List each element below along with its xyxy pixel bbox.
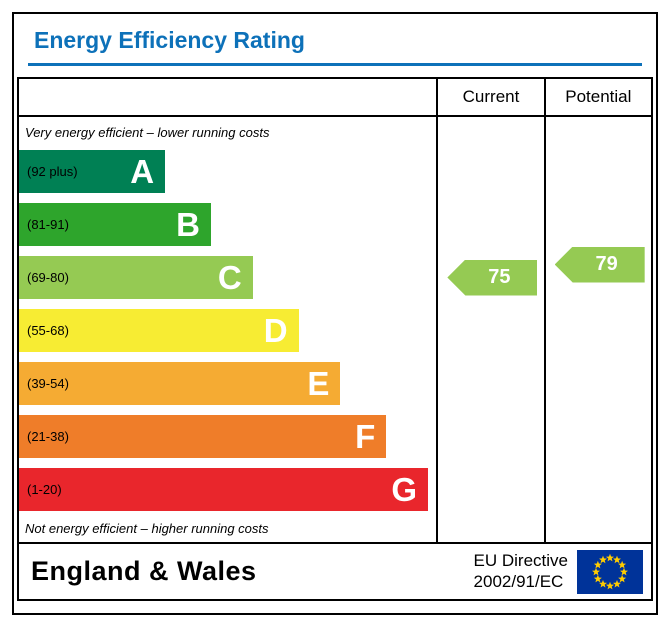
potential-rating-arrow: 79 <box>554 246 645 283</box>
band-range-label: (39-54) <box>27 376 69 391</box>
band-range-label: (1-20) <box>27 482 62 497</box>
band-letter: B <box>176 206 200 243</box>
eu-flag-icon <box>577 549 643 594</box>
table-header-row: Current Potential <box>19 79 651 117</box>
band-list: (92 plus) A (81-91) B (69-80) C (55-68) D (39-54… <box>19 145 436 516</box>
band-bar-B: (81-91) B <box>19 203 211 246</box>
band-row-C: (69-80) C <box>19 251 436 304</box>
potential-value-cell: 79 <box>543 117 651 542</box>
eu-directive-line1: EU Directive <box>473 551 568 571</box>
potential-column-header: Potential <box>543 79 651 115</box>
bands-area: Very energy efficient – lower running co… <box>19 117 436 542</box>
band-letter: F <box>355 418 376 455</box>
current-column-header: Current <box>436 79 543 115</box>
band-range-label: (69-80) <box>27 270 69 285</box>
band-bar-E: (39-54) E <box>19 362 341 405</box>
band-row-F: (21-38) F <box>19 410 436 463</box>
title-underline <box>28 63 642 66</box>
band-row-E: (39-54) E <box>19 357 436 410</box>
band-row-B: (81-91) B <box>19 198 436 251</box>
band-range-label: (55-68) <box>27 323 69 338</box>
band-letter: G <box>391 471 417 508</box>
band-bar-C: (69-80) C <box>19 256 253 299</box>
chart-header-spacer <box>19 79 436 115</box>
current-rating-arrow: 75 <box>447 259 538 296</box>
band-row-D: (55-68) D <box>19 304 436 357</box>
band-bar-A: (92 plus) A <box>19 150 166 193</box>
current-value-cell: 75 <box>436 117 543 542</box>
table-body: Very energy efficient – lower running co… <box>19 117 651 542</box>
band-bar-F: (21-38) F <box>19 415 387 458</box>
top-note: Very energy efficient – lower running co… <box>25 125 270 140</box>
band-letter: C <box>217 259 242 296</box>
bottom-note: Not energy efficient – higher running co… <box>25 521 269 536</box>
band-letter: D <box>263 312 288 349</box>
band-bar-D: (55-68) D <box>19 309 299 352</box>
rating-table: Current Potential Very energy efficient … <box>17 77 653 601</box>
band-range-label: (21-38) <box>27 429 69 444</box>
band-row-G: (1-20) G <box>19 463 436 516</box>
table-footer-row: England & Wales EU Directive 2002/91/EC <box>19 542 651 599</box>
band-letter: E <box>307 365 330 402</box>
band-bar-G: (1-20) G <box>19 468 428 511</box>
region-label: England & Wales <box>31 556 257 586</box>
eu-directive-label: EU Directive 2002/91/EC <box>474 551 568 592</box>
band-letter: A <box>130 153 155 190</box>
panel-title: Energy Efficiency Rating <box>34 27 305 53</box>
energy-efficiency-rating-panel: Energy Efficiency Rating Current Potenti… <box>12 12 658 615</box>
band-range-label: (81-91) <box>27 217 69 232</box>
eu-directive-line2: 2002/91/EC <box>473 571 564 591</box>
band-row-A: (92 plus) A <box>19 145 436 198</box>
band-range-label: (92 plus) <box>27 164 78 179</box>
